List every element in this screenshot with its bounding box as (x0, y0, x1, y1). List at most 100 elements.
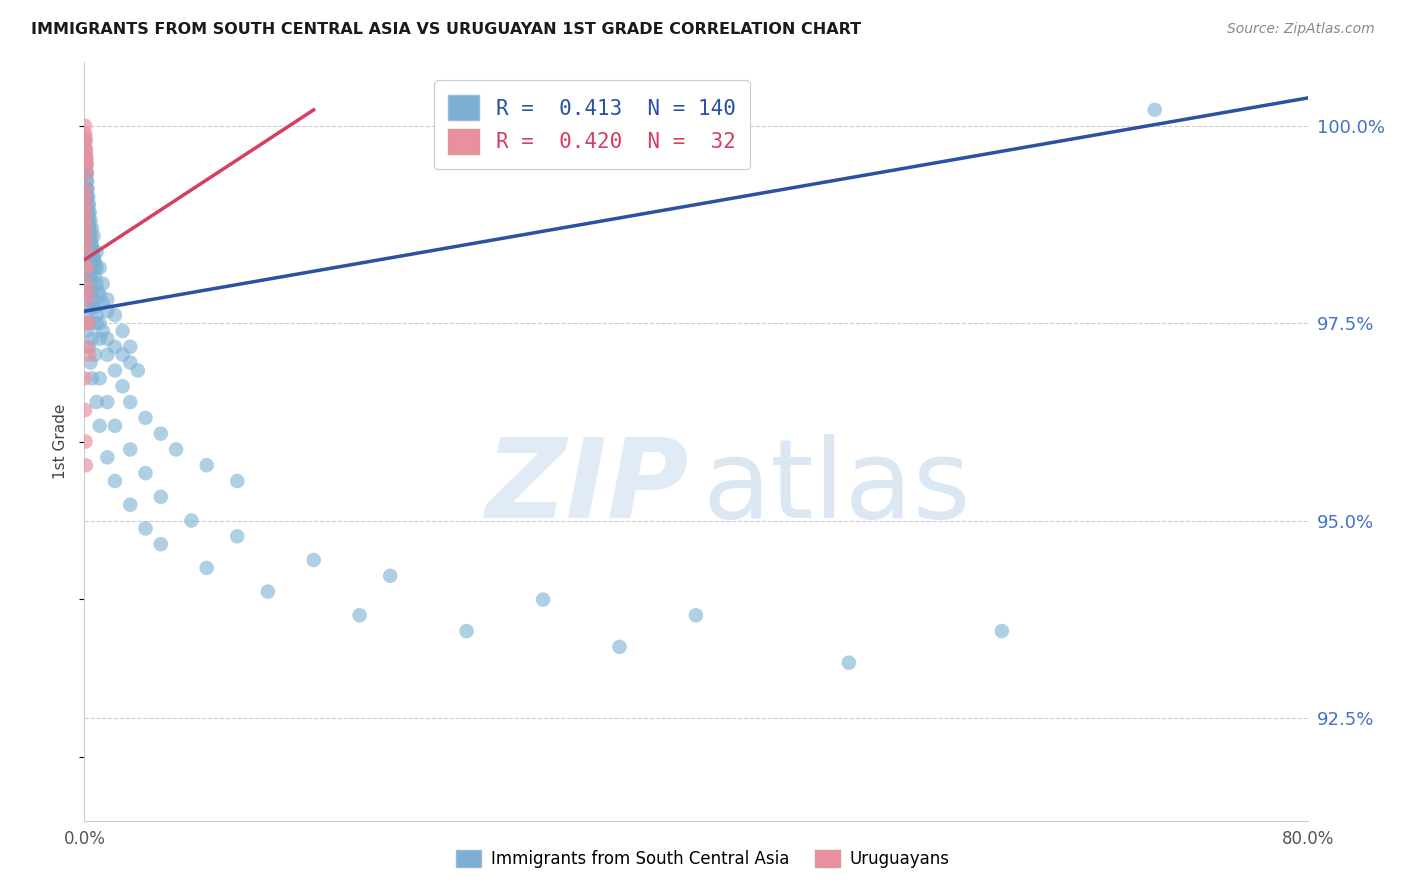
Point (77, 225, 100, 239)
Point (79, 229, 101, 244)
Point (685, 608, 707, 623)
Point (89, 260, 111, 275)
Point (75, 135, 97, 149)
Point (76, 182, 98, 196)
Point (180, 514, 202, 528)
Point (84, 348, 107, 362)
Point (75, 135, 97, 149)
Point (76, 316, 98, 330)
Point (91, 277, 114, 291)
Legend: Immigrants from South Central Asia, Uruguayans: Immigrants from South Central Asia, Urug… (450, 843, 956, 875)
Point (120, 498, 142, 512)
Point (86, 308, 108, 322)
Point (149, 537, 172, 551)
Legend: R =  0.413  N = 140, R =  0.420  N =  32: R = 0.413 N = 140, R = 0.420 N = 32 (433, 80, 751, 169)
Point (75, 158, 97, 172)
Point (83, 249, 105, 263)
Point (120, 355, 142, 369)
Point (79, 355, 101, 369)
Point (75, 458, 97, 473)
Point (76, 324, 98, 338)
Point (83, 229, 105, 244)
Point (75, 213, 97, 227)
Point (609, 640, 631, 654)
Point (135, 521, 157, 535)
Point (91, 296, 114, 310)
Point (75, 190, 97, 204)
Point (79, 316, 101, 330)
Point (89, 316, 111, 330)
Point (104, 363, 127, 377)
Point (111, 379, 134, 393)
Point (79, 268, 101, 283)
Point (80, 241, 103, 255)
Point (75, 252, 97, 267)
Point (76, 237, 98, 252)
Point (456, 624, 478, 639)
Point (76, 182, 98, 196)
Point (76, 190, 98, 204)
Point (80, 244, 103, 259)
Point (77, 348, 100, 362)
Point (76, 260, 98, 275)
Point (80, 285, 103, 299)
Point (96, 332, 118, 346)
Point (165, 442, 187, 457)
Point (75, 154, 97, 169)
Point (77, 213, 100, 227)
Point (77, 218, 100, 232)
Point (76, 174, 98, 188)
Point (75, 127, 97, 141)
Point (73, 371, 96, 385)
Point (96, 395, 118, 409)
Point (75, 277, 97, 291)
Point (83, 300, 105, 314)
Point (991, 624, 1014, 639)
Point (75, 403, 97, 417)
Point (120, 395, 142, 409)
Point (135, 410, 157, 425)
Point (76, 293, 98, 307)
Point (104, 340, 127, 354)
Point (82, 252, 104, 267)
Point (79, 229, 101, 244)
Point (86, 260, 108, 275)
Point (120, 340, 142, 354)
Point (79, 233, 101, 247)
Point (75, 190, 97, 204)
Point (73, 182, 96, 196)
Point (75, 205, 97, 219)
Point (86, 316, 108, 330)
Point (149, 490, 172, 504)
Point (75, 182, 97, 196)
Point (226, 529, 249, 543)
Point (80, 332, 103, 346)
Point (76, 218, 98, 232)
Point (76, 210, 98, 224)
Text: Source: ZipAtlas.com: Source: ZipAtlas.com (1227, 22, 1375, 37)
Point (349, 608, 371, 623)
Point (80, 285, 103, 299)
Point (76, 340, 98, 354)
Text: atlas: atlas (702, 434, 970, 541)
Point (73, 119, 96, 133)
Point (76, 229, 98, 244)
Point (75, 130, 97, 145)
Point (76, 202, 98, 216)
Point (75, 434, 97, 449)
Point (76, 308, 98, 322)
Point (89, 371, 111, 385)
Point (75, 237, 97, 252)
Point (75, 158, 97, 172)
Point (104, 418, 127, 433)
Point (226, 474, 249, 488)
Point (75, 213, 97, 227)
Point (302, 553, 325, 567)
Point (75, 197, 97, 211)
Point (77, 340, 100, 354)
Point (104, 308, 127, 322)
Point (87, 285, 110, 299)
Point (76, 158, 98, 172)
Point (120, 442, 142, 457)
Point (75, 150, 97, 164)
